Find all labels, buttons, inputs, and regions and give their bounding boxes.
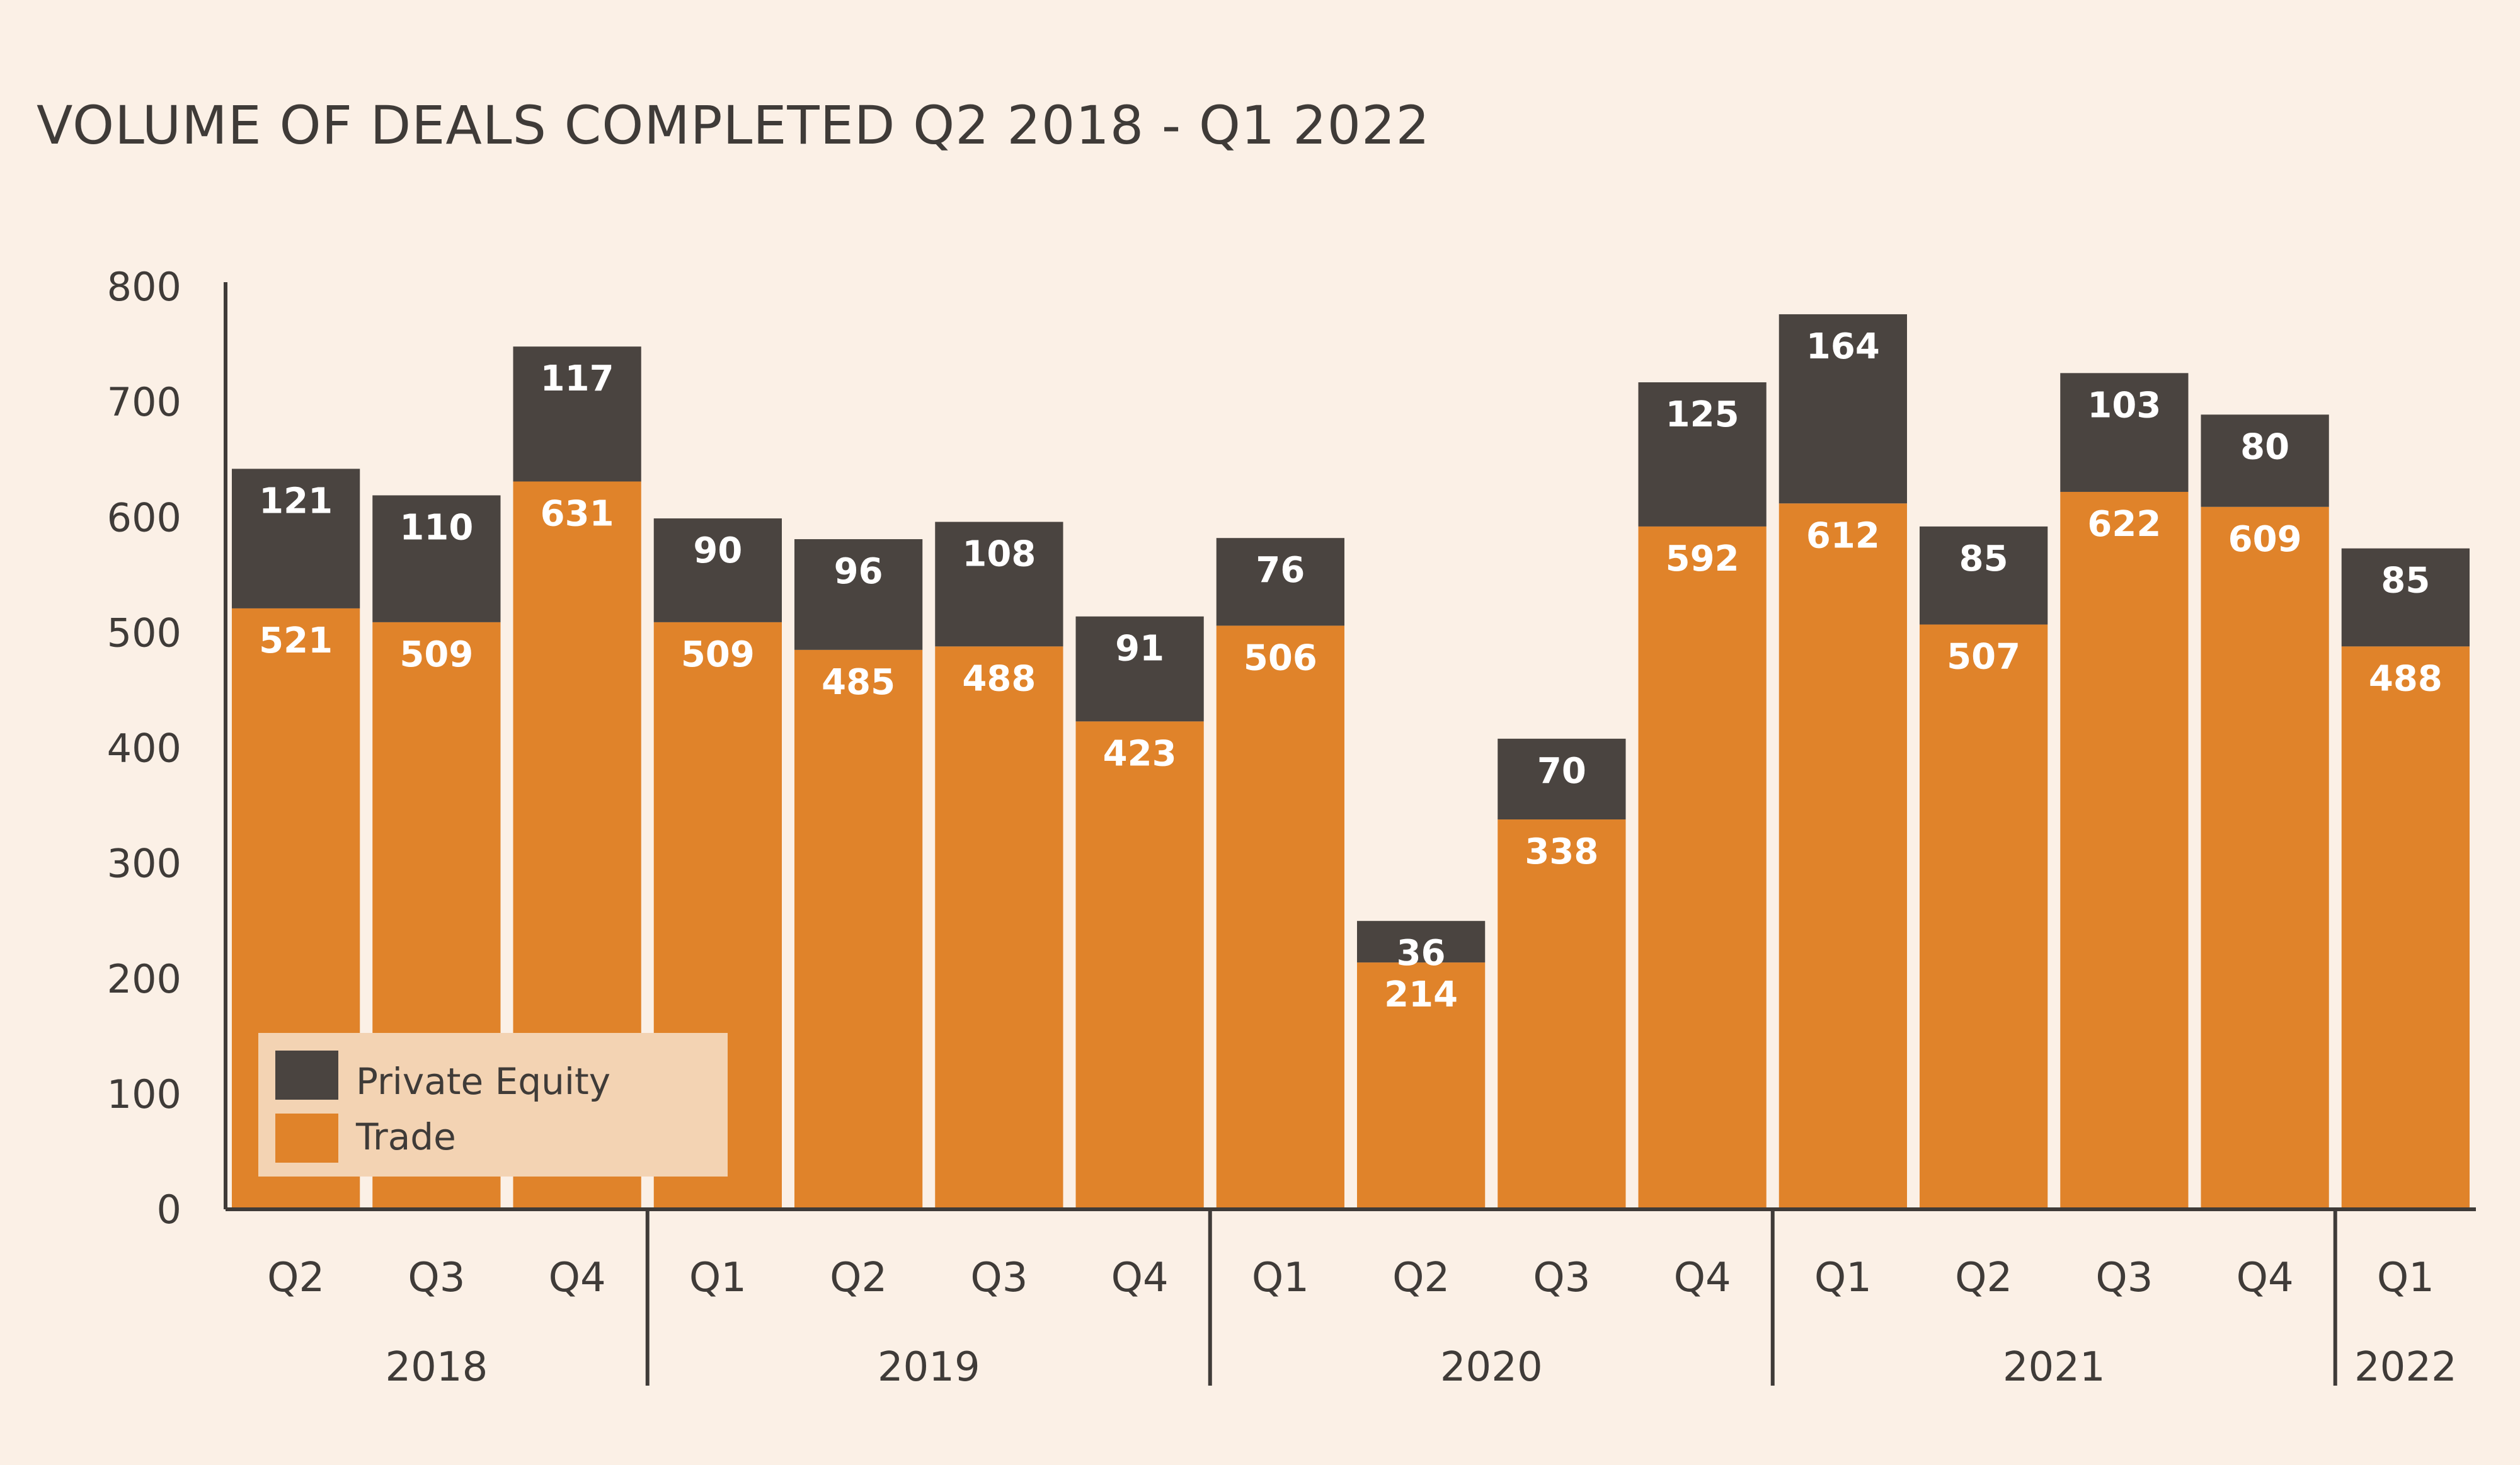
x-tick-label: Q1 [1252,1255,1309,1301]
trade-value-label: 485 [822,662,895,703]
trade-bar [1498,819,1626,1209]
private-equity-value-label: 85 [1959,539,2008,579]
private-equity-value-label: 70 [1537,751,1586,792]
x-tick-label: Q3 [1533,1255,1590,1301]
private-equity-value-label: 76 [1256,550,1305,591]
trade-value-label: 521 [259,620,333,661]
trade-value-label: 609 [2228,519,2302,560]
x-tick-label: Q2 [1392,1255,1450,1301]
year-group-label: 2018 [385,1344,488,1391]
x-tick-label: Q3 [2095,1255,2153,1301]
trade-value-label: 622 [2087,504,2161,545]
private-equity-value-label: 85 [2381,561,2430,601]
private-equity-value-label: 117 [541,358,614,399]
x-tick-label: Q1 [1814,1255,1872,1301]
x-tick-label: Q4 [1111,1255,1169,1301]
private-equity-bar [1216,538,1344,626]
trade-bar [794,649,923,1209]
trade-value-label: 506 [1244,637,1317,678]
x-tick-label: Q2 [267,1255,324,1301]
y-tick-label: 200 [107,956,181,1002]
legend-private-equity-label: Private Equity [356,1060,610,1103]
y-tick-label: 800 [107,264,181,310]
private-equity-value-label: 90 [693,530,742,571]
trade-value-label: 488 [2369,658,2443,699]
legend-trade-label: Trade [355,1115,456,1158]
y-tick-label: 500 [107,610,181,656]
y-tick-label: 600 [107,494,181,540]
x-tick-label: Q4 [1674,1255,1731,1301]
y-tick-label: 700 [107,379,181,425]
private-equity-bar [1498,738,1626,820]
trade-value-label: 612 [1806,515,1880,556]
year-group-label: 2020 [1440,1344,1543,1391]
private-equity-bar [372,495,501,622]
trade-value-label: 592 [1666,539,1739,579]
private-equity-bar [1075,616,1204,722]
trade-bar [1638,526,1767,1209]
private-equity-bar [2341,548,2470,647]
private-equity-value-label: 125 [1666,394,1739,435]
trade-value-label: 488 [962,658,1036,699]
private-equity-bar [1638,382,1767,527]
legend-trade-swatch [275,1114,338,1163]
trade-bar [2201,506,2329,1209]
trade-bar [1357,962,1486,1209]
trade-value-label: 509 [681,634,755,675]
private-equity-value-label: 110 [399,507,473,548]
private-equity-bar [794,539,923,650]
private-equity-value-label: 80 [2240,426,2289,467]
private-equity-value-label: 36 [1397,933,1446,974]
trade-bar [1778,503,1907,1209]
year-group-label: 2019 [878,1344,980,1391]
private-equity-value-label: 108 [962,534,1036,575]
chart-title: VOLUME OF DEALS COMPLETED Q2 2018 - Q1 2… [37,94,1430,156]
trade-value-label: 338 [1525,831,1598,872]
private-equity-bar [2060,373,2189,492]
private-equity-value-label: 103 [2087,385,2161,426]
x-tick-label: Q3 [970,1255,1028,1301]
x-tick-label: Q1 [689,1255,747,1301]
trade-bar [2341,646,2470,1209]
private-equity-bar [2201,414,2329,507]
y-tick-label: 100 [107,1071,181,1117]
year-group-label: 2021 [2003,1344,2105,1391]
y-tick-label: 300 [107,841,181,887]
trade-value-label: 631 [541,493,614,534]
trade-value-label: 509 [399,634,473,675]
trade-value-label: 507 [1947,637,2020,678]
private-equity-value-label: 121 [259,481,333,522]
private-equity-value-label: 91 [1115,629,1164,670]
private-equity-bar [232,469,360,608]
year-group-label: 2022 [2354,1344,2457,1391]
y-tick-label: 0 [157,1187,181,1233]
y-tick-label: 400 [107,726,181,772]
trade-value-label: 214 [1384,974,1458,1015]
x-tick-label: Q1 [2377,1255,2434,1301]
trade-bar [1920,624,2048,1209]
legend-private-equity-swatch [275,1051,338,1100]
x-tick-label: Q3 [408,1255,465,1301]
private-equity-bar [653,518,782,622]
x-tick-label: Q2 [1955,1255,2012,1301]
private-equity-value-label: 164 [1806,326,1880,367]
trade-bar [2060,491,2189,1209]
trade-bar [935,646,1063,1209]
trade-bar [1075,721,1204,1209]
trade-bar [1216,625,1344,1209]
private-equity-bar [935,522,1063,647]
private-equity-bar [513,346,641,482]
private-equity-value-label: 96 [834,551,883,592]
private-equity-bar [1778,314,1907,504]
x-tick-label: Q4 [2236,1255,2294,1301]
private-equity-bar [1920,526,2048,625]
private-equity-bar [1357,921,1486,963]
x-tick-label: Q2 [830,1255,887,1301]
trade-value-label: 423 [1103,733,1177,774]
x-tick-label: Q4 [549,1255,606,1301]
